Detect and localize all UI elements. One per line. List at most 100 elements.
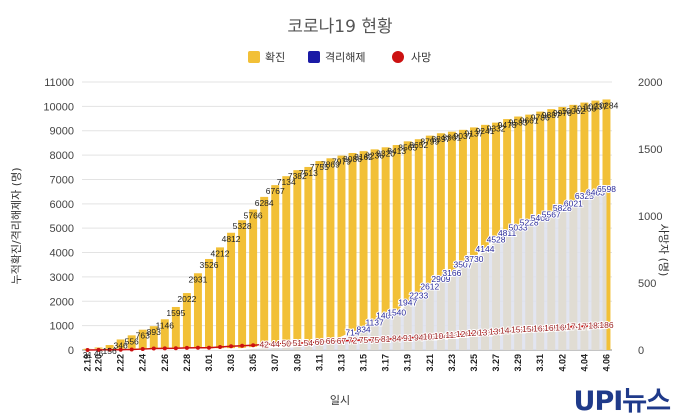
confirmed-bar: [138, 329, 147, 350]
x-tick-label: 2.26: [160, 354, 170, 372]
deaths-point: [405, 335, 410, 340]
x-tick-label: 3.17: [381, 354, 391, 372]
confirmed-bar: [116, 339, 125, 350]
gridlines: [82, 81, 612, 351]
x-tick-label: 2.20: [94, 354, 104, 372]
confirmed-label: 9661: [520, 116, 539, 126]
deaths-label: 174: [566, 322, 580, 332]
deaths-point: [229, 344, 234, 349]
deaths-point: [251, 343, 256, 348]
confirmed-bar: [403, 141, 412, 350]
deaths-label: 152: [511, 325, 525, 335]
deaths-point: [85, 348, 90, 352]
y-left-tick-label: 4000: [50, 248, 74, 260]
released-label: 4811: [498, 228, 517, 238]
confirmed-label: 9583: [509, 118, 528, 128]
deaths-label: 139: [489, 326, 503, 336]
y-left-tick-label: 3000: [50, 272, 74, 284]
y-axis-right-ticks: 0 500 1000 1500 2000: [638, 77, 662, 357]
deaths-point: [527, 326, 532, 331]
x-tick-label: 3.23: [447, 354, 457, 372]
confirmed-label: 9037: [453, 131, 472, 141]
confirmed-bar: [193, 273, 202, 350]
confirmed-label: 9478: [498, 120, 517, 130]
confirmed-label: 9976: [553, 108, 572, 118]
deaths-point: [449, 333, 454, 338]
released-label: 5567: [542, 209, 561, 219]
deaths-point: [494, 329, 499, 334]
y-left-tick-label: 0: [68, 345, 74, 357]
confirmed-bar: [249, 209, 258, 350]
confirmed-bar: [337, 155, 346, 350]
deaths-point: [140, 347, 145, 352]
deaths-label: 165: [544, 323, 558, 333]
x-tick-label: 3.19: [403, 354, 413, 372]
x-tick-label: 3.15: [359, 354, 369, 372]
confirmed-label: 5328: [233, 221, 252, 231]
deaths-point: [295, 341, 300, 346]
confirmed-bar: [436, 133, 445, 350]
y-left-tick-label: 9000: [50, 126, 74, 138]
deaths-label: 120: [456, 329, 470, 339]
watermark-logo: UPI뉴스: [573, 386, 671, 417]
x-tick-label: 3.21: [425, 354, 435, 372]
y-axis-left-ticks: 0 1000 2000 3000 4000 5000 6000 7000 8000 9000 100…: [43, 77, 74, 357]
y-left-tick-label: 5000: [50, 223, 74, 235]
confirmed-label: 893: [147, 327, 161, 337]
y-right-tick-label: 500: [638, 278, 656, 290]
deaths-point: [361, 337, 366, 342]
confirmed-label: 1595: [166, 308, 185, 318]
deaths-point: [460, 331, 465, 336]
released-label: 3730: [465, 254, 484, 264]
released-label: 3166: [442, 268, 461, 278]
x-axis-title: 일시: [330, 393, 350, 407]
confirmed-bar: [348, 152, 357, 350]
x-tick-label: 3.29: [513, 354, 523, 372]
x-tick-label: 3.25: [469, 354, 479, 372]
y-left-tick-label: 6000: [50, 199, 74, 211]
deaths-label: 162: [533, 323, 547, 333]
deaths-point: [173, 346, 178, 351]
y-left-tick-label: 8000: [50, 150, 74, 162]
confirmed-label: 9241: [476, 126, 495, 136]
released-label: 2233: [409, 291, 428, 301]
deaths-label: 66: [326, 336, 336, 346]
confirmed-label: 8565: [398, 142, 417, 152]
legend-label-released: 격리해제: [325, 50, 365, 64]
x-tick-label: 3.01: [204, 354, 214, 372]
confirmed-bar: [271, 185, 280, 350]
deaths-label: 54: [304, 338, 314, 348]
confirmed-label: 10156: [573, 104, 597, 114]
deaths-point: [582, 324, 587, 329]
confirmed-label: 2931: [188, 274, 207, 284]
y-right-tick-label: 1000: [638, 211, 662, 223]
confirmed-bar: [447, 131, 456, 350]
deaths-label: 84: [392, 334, 402, 344]
released-label: 4528: [487, 235, 506, 245]
x-tick-label: 2.24: [138, 354, 148, 372]
deaths-label: 131: [478, 327, 492, 337]
deaths-point: [240, 343, 245, 348]
confirmed-label: 31: [83, 350, 93, 360]
deaths-point: [471, 331, 476, 336]
confirmed-bar: [205, 258, 213, 350]
legend-swatch-confirmed: [248, 51, 260, 63]
confirmed-label: 3526: [200, 260, 219, 270]
confirmed-bar: [359, 151, 368, 350]
deaths-point: [372, 337, 377, 342]
confirmed-bar: [392, 145, 401, 350]
x-tick-label: 3.05: [248, 354, 258, 372]
confirmed-label: 6284: [255, 198, 274, 208]
confirmed-bar: [260, 196, 269, 350]
confirmed-label: 8799: [420, 137, 439, 147]
deaths-point: [317, 339, 322, 344]
deaths-label: 102: [423, 331, 437, 341]
x-tick-label: 4.02: [557, 354, 567, 372]
y-right-tick-label: 1500: [638, 144, 662, 156]
x-tick-label: 2.19: [83, 354, 93, 372]
confirmed-label: 10062: [562, 106, 586, 116]
confirmed-label: 8897: [431, 134, 450, 144]
x-tick-label: 3.09: [292, 354, 302, 372]
confirmed-label: 8652: [409, 140, 428, 150]
